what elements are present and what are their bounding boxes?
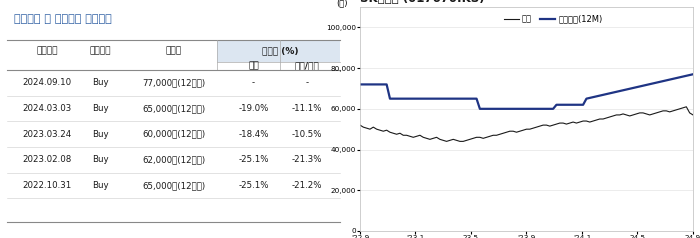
목표주가(12M): [552, 103, 561, 106]
목표주가(12M): [382, 83, 391, 86]
Text: 65,000원(12개월): 65,000원(12개월): [142, 181, 205, 190]
Text: Buy: Buy: [92, 104, 108, 113]
Text: -19.0%: -19.0%: [238, 104, 269, 113]
종가: [442, 140, 451, 143]
Text: Buy: Buy: [92, 181, 108, 190]
Text: -: -: [305, 78, 308, 87]
Text: Buy: Buy: [92, 155, 108, 164]
목표주가(12M): [473, 97, 481, 100]
Text: Buy: Buy: [92, 78, 108, 87]
종가: [609, 114, 617, 117]
목표주가(12M): [579, 103, 587, 106]
Text: 투자의견 및 목표주가 변경내역: 투자의견 및 목표주가 변경내역: [14, 14, 111, 24]
Text: Buy: Buy: [92, 130, 108, 139]
Line: 종가: 종가: [360, 107, 693, 141]
종가: [512, 131, 521, 134]
Text: 제시일자: 제시일자: [36, 46, 57, 55]
Text: 60,000원(12개월): 60,000원(12개월): [142, 130, 205, 139]
Text: 투자의견: 투자의견: [90, 46, 111, 55]
종가: [592, 119, 601, 121]
목표주가(12M): [689, 73, 697, 76]
종가: [559, 122, 567, 124]
Text: SK텔레콤 (017670.KS): SK텔레콤 (017670.KS): [360, 0, 484, 5]
Text: -21.2%: -21.2%: [291, 181, 322, 190]
Text: (원): (원): [337, 0, 348, 7]
Line: 목표주가(12M): 목표주가(12M): [360, 74, 693, 109]
Text: 77,000원(12개월): 77,000원(12개월): [142, 78, 205, 87]
Text: 괴리율 (%): 괴리율 (%): [262, 46, 298, 55]
종가: [356, 124, 364, 127]
목표주가(12M): [356, 83, 364, 86]
Text: 62,000원(12개월): 62,000원(12개월): [142, 155, 205, 164]
목표주가(12M): [476, 107, 484, 110]
Text: -10.5%: -10.5%: [291, 130, 322, 139]
Text: 목표가: 목표가: [165, 46, 181, 55]
종가: [682, 105, 690, 108]
Text: -25.1%: -25.1%: [238, 155, 269, 164]
종가: [439, 139, 447, 142]
Text: -18.4%: -18.4%: [238, 130, 269, 139]
종가: [379, 130, 388, 133]
Text: 2024.03.03: 2024.03.03: [22, 104, 71, 113]
Text: 2022.10.31: 2022.10.31: [22, 181, 71, 190]
Text: 2023.03.24: 2023.03.24: [22, 130, 71, 139]
Text: 2023.02.08: 2023.02.08: [22, 155, 71, 164]
Text: 평균: 평균: [248, 61, 259, 70]
Text: 2024.09.10: 2024.09.10: [22, 78, 71, 87]
Text: 65,000원(12개월): 65,000원(12개월): [142, 104, 205, 113]
목표주가(12M): [582, 97, 591, 100]
Text: -25.1%: -25.1%: [238, 181, 269, 190]
목표주가(12M): [549, 107, 557, 110]
Text: 최저/최고: 최저/최고: [294, 61, 319, 70]
FancyBboxPatch shape: [217, 40, 340, 62]
Text: -: -: [252, 78, 255, 87]
Text: -11.1%: -11.1%: [291, 104, 322, 113]
Text: -21.3%: -21.3%: [291, 155, 322, 164]
Legend: 종가, 목표주가(12M): 종가, 목표주가(12M): [500, 11, 606, 27]
종가: [689, 114, 697, 116]
목표주가(12M): [386, 97, 394, 100]
